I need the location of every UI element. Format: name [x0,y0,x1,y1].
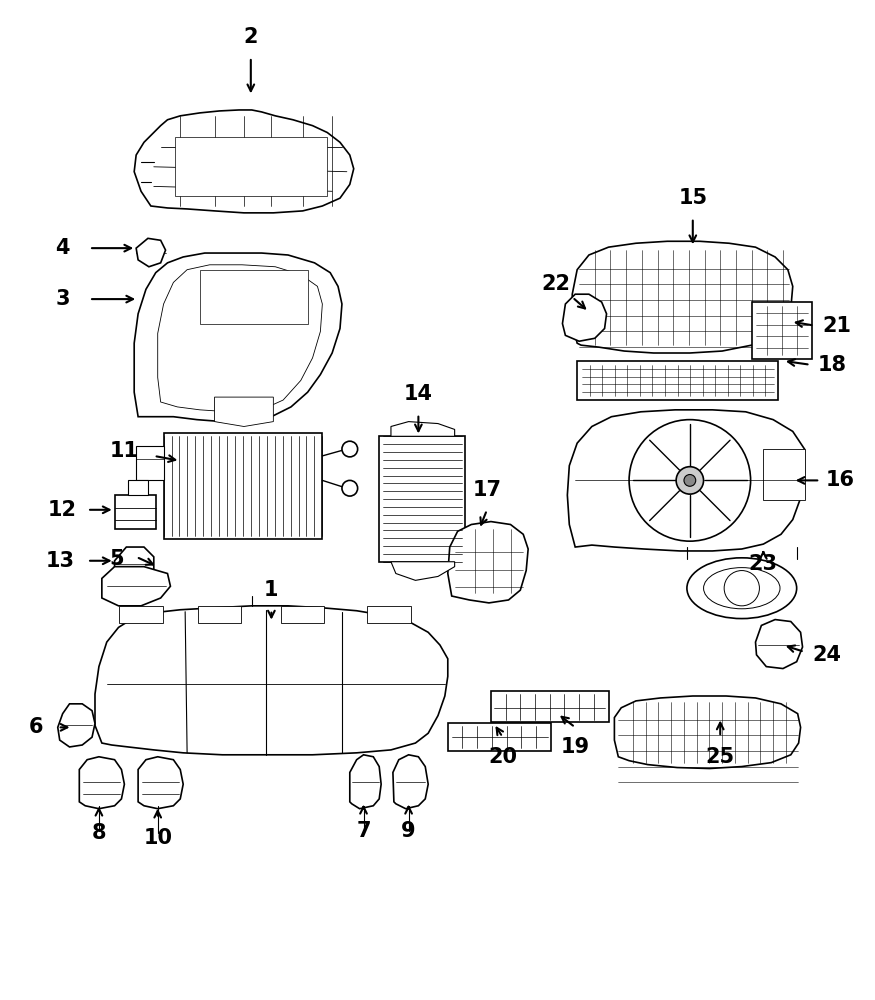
Bar [136,446,164,480]
Text: 3: 3 [55,289,70,309]
Polygon shape [115,547,154,583]
Polygon shape [95,606,448,755]
Polygon shape [80,757,124,809]
Text: 21: 21 [822,316,851,336]
Polygon shape [614,696,801,769]
Text: 11: 11 [110,441,139,461]
Text: 17: 17 [473,480,501,500]
Polygon shape [214,397,273,426]
Text: 16: 16 [825,470,854,490]
Circle shape [724,571,760,606]
Bar [164,433,322,539]
Bar [379,436,466,562]
Bar [763,449,804,500]
Bar [752,302,812,359]
Polygon shape [136,238,165,267]
Text: 14: 14 [404,384,433,404]
Ellipse shape [687,558,796,619]
Circle shape [342,441,358,457]
Text: 22: 22 [541,274,570,294]
Text: 5: 5 [109,549,124,569]
Polygon shape [448,522,528,603]
Bar [578,361,778,400]
Bar [175,137,327,196]
Text: 15: 15 [678,188,707,208]
Text: 23: 23 [749,554,778,574]
Text: 12: 12 [48,500,77,520]
Bar [115,495,156,529]
Bar [368,606,410,623]
Polygon shape [572,241,793,353]
Polygon shape [567,410,804,551]
Text: 19: 19 [561,737,590,757]
Bar [198,606,241,623]
Polygon shape [102,567,171,606]
Text: 6: 6 [29,717,44,737]
Circle shape [342,480,358,496]
Bar [788,309,806,333]
Text: 25: 25 [705,747,735,767]
Text: 24: 24 [813,645,842,665]
Text: 8: 8 [92,823,106,843]
Polygon shape [755,620,802,669]
Text: 2: 2 [243,27,258,47]
Text: 13: 13 [46,551,74,571]
Circle shape [684,475,696,486]
Polygon shape [134,253,342,422]
Text: 9: 9 [402,821,416,841]
Polygon shape [563,294,606,341]
Bar [281,606,325,623]
Bar [200,270,308,324]
Polygon shape [393,755,428,809]
Text: 18: 18 [817,355,846,375]
Bar [120,606,163,623]
Polygon shape [350,755,382,809]
Ellipse shape [704,568,780,609]
Polygon shape [58,704,95,747]
Circle shape [629,420,751,541]
Text: 4: 4 [55,238,70,258]
Text: 1: 1 [264,580,278,600]
Text: 7: 7 [356,821,371,841]
Circle shape [676,467,704,494]
Bar [491,691,608,722]
Polygon shape [158,265,322,412]
Bar [572,309,590,333]
Text: 10: 10 [144,828,172,848]
Polygon shape [391,422,455,436]
Polygon shape [138,757,183,809]
Bar [129,480,148,495]
Text: 20: 20 [488,747,517,767]
Bar [448,723,550,751]
Polygon shape [391,562,455,580]
Polygon shape [134,110,354,213]
